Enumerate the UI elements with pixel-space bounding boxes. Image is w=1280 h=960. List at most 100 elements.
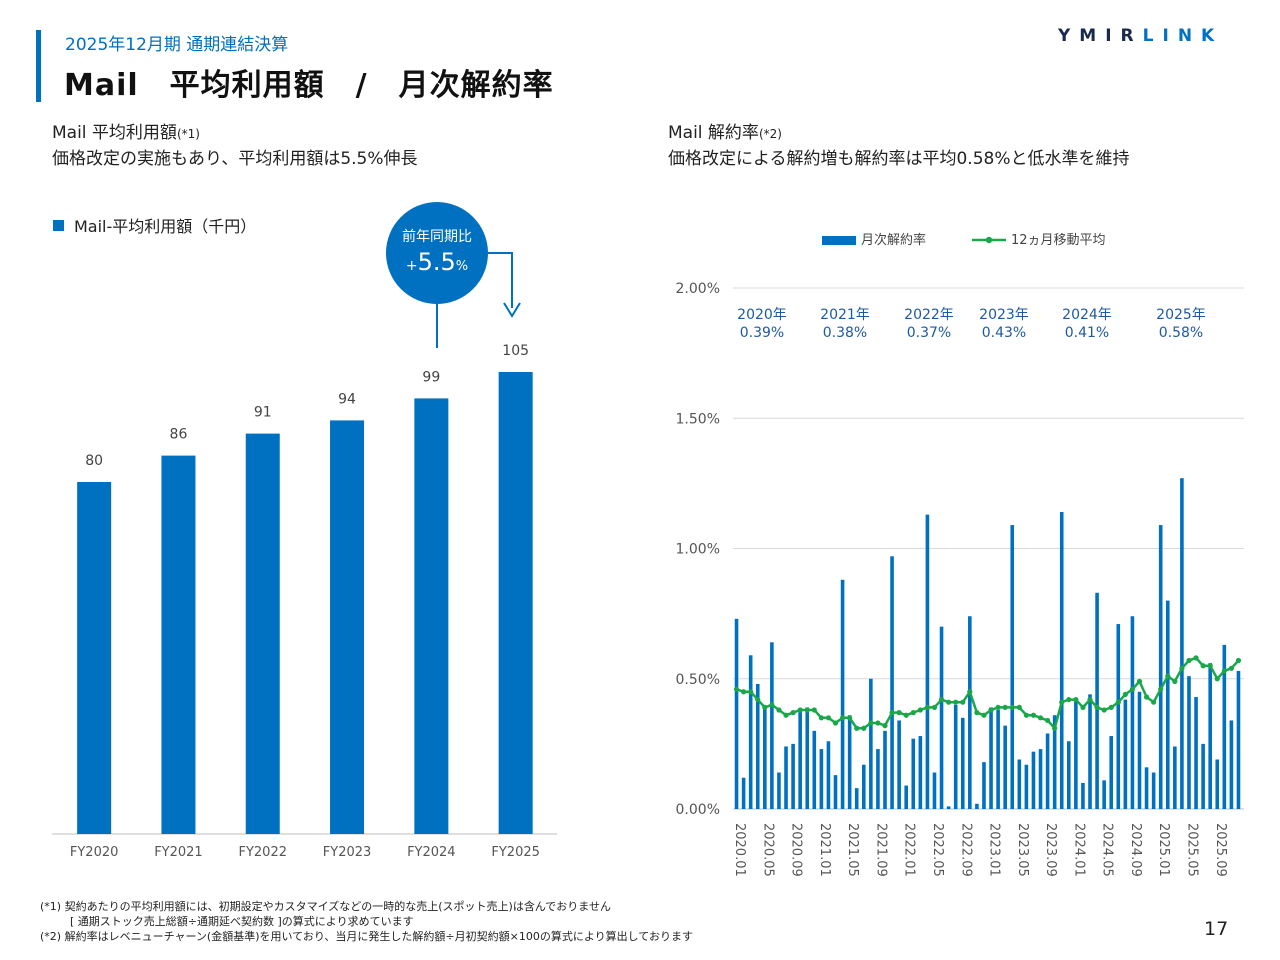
churn-moving-average-point [1016, 704, 1022, 711]
churn-moving-average-point [1052, 725, 1058, 731]
churn-monthly-bar [939, 626, 944, 809]
churn-moving-average-point [1023, 712, 1029, 718]
churn-moving-average-line [736, 656, 1240, 731]
churn-moving-average-point [924, 704, 931, 711]
churn-moving-average-point [1143, 694, 1150, 700]
annual-churn-rate: 0.58% [1159, 325, 1203, 341]
churn-moving-average-point [903, 712, 909, 718]
annual-churn-rate: 0.38% [823, 325, 867, 341]
churn-monthly-bar [1045, 733, 1050, 809]
annual-churn-rate: 0.43% [982, 325, 1026, 341]
annual-churn-year: 2023年 [979, 307, 1029, 323]
churn-monthly-bar [989, 707, 993, 809]
annual-churn-year: 2025年 [1156, 307, 1206, 323]
churn-moving-average-point [1221, 668, 1227, 674]
churn-monthly-bar [1194, 696, 1198, 809]
churn-moving-average-point [1073, 696, 1079, 703]
avg-usage-bar [161, 455, 196, 834]
churn-monthly-bar [1144, 767, 1149, 809]
left-legend-label: Mail-平均利用額（千円） [74, 217, 256, 236]
churn-monthly-bar [1215, 759, 1220, 809]
churn-monthly-bar [833, 775, 838, 809]
churn-moving-average-point [1228, 665, 1234, 671]
churn-monthly-bar [876, 749, 880, 809]
churn-monthly-bar [784, 746, 788, 809]
churn-monthly-bar [1229, 720, 1234, 809]
right-heading-note: (*2) [758, 127, 782, 141]
churn-monthly-bar [925, 514, 930, 809]
churn-moving-average-point [755, 696, 761, 703]
avg-usage-bar [77, 482, 112, 834]
churn-moving-average-point [1002, 704, 1008, 711]
churn-moving-average-point [1059, 699, 1065, 705]
churn-monthly-bar [1123, 699, 1128, 809]
churn-moving-average-point [1179, 665, 1185, 671]
churn-monthly-bar [932, 772, 937, 809]
churn-monthly-bar [819, 749, 824, 809]
churn-monthly-bar [1109, 736, 1114, 809]
left-heading-sub: 価格改定の実施もあり、平均利用額は5.5%伸長 [52, 149, 418, 169]
churn-moving-average-point [1200, 663, 1206, 669]
churn-moving-average-point [875, 720, 881, 726]
annual-churn-year: 2022年 [904, 307, 954, 323]
churn-monthly-bar [763, 707, 767, 809]
right-legend-bar-swatch [822, 236, 856, 245]
churn-moving-average-point [953, 699, 959, 705]
churn-monthly-bar [1130, 616, 1135, 809]
avg-usage-data-label: 94 [338, 391, 356, 407]
churn-monthly-bar [861, 764, 866, 809]
avg-usage-bar [498, 372, 533, 834]
churn-monthly-bar [755, 683, 760, 809]
churn-moving-average-point [967, 689, 973, 695]
avg-usage-data-label: 80 [85, 453, 103, 469]
churn-monthly-bar [1010, 525, 1015, 809]
yoy-badge-value: 5.5 [418, 248, 456, 276]
churn-moving-average-point [1101, 707, 1107, 713]
churn-moving-average-point [896, 710, 902, 716]
churn-moving-average-point [917, 707, 923, 713]
page-subtitle: 2025年12月期 通期連結決算 [65, 35, 289, 55]
churn-monthly-bar [734, 618, 739, 809]
churn-moving-average-point [748, 689, 754, 695]
churn-moving-average-point [776, 707, 782, 713]
churn-y-tick-label: 1.00% [676, 542, 720, 558]
churn-moving-average-point [762, 704, 768, 711]
annual-churn-rate: 0.41% [1065, 325, 1109, 341]
churn-monthly-bar [1088, 694, 1092, 809]
churn-monthly-bar [1173, 746, 1177, 809]
annual-churn-year: 2024年 [1062, 307, 1112, 323]
right-heading-main: Mail 解約率 [668, 123, 759, 143]
avg-usage-bar-chart: Mail-平均利用額（千円） 80 FY2020 86 FY2021 91 FY2022 9… [52, 202, 557, 860]
churn-moving-average-point [910, 710, 916, 716]
churn-y-tick-label: 1.50% [676, 411, 720, 427]
annual-churn-year: 2020年 [737, 307, 787, 323]
churn-moving-average-point [931, 704, 938, 711]
churn-monthly-bar [748, 655, 753, 809]
churn-moving-average-point [825, 715, 832, 721]
churn-monthly-bar [1038, 749, 1043, 809]
avg-usage-data-label: 105 [502, 343, 529, 359]
churn-monthly-bar [1102, 780, 1106, 809]
annual-churn-rate: 0.39% [740, 325, 784, 341]
churn-monthly-bar [996, 710, 1000, 809]
churn-monthly-bar [1137, 691, 1142, 809]
churn-x-tick-label: 2021.09 [873, 823, 888, 877]
churn-monthly-bar [791, 743, 795, 809]
churn-monthly-bar [918, 736, 923, 809]
churn-monthly-bar [975, 803, 979, 809]
churn-monthly-bar [1031, 751, 1036, 809]
churn-monthly-bar [1236, 670, 1241, 809]
churn-monthly-bar [946, 806, 951, 809]
churn-monthly-bar [1003, 725, 1007, 809]
churn-monthly-bar [953, 704, 958, 809]
churn-x-tick-label: 2024.09 [1128, 823, 1143, 877]
churn-x-tick-label: 2020.01 [732, 823, 747, 877]
churn-x-tick-label: 2022.05 [930, 823, 945, 877]
churn-monthly-bar [1095, 592, 1099, 809]
churn-monthly-bar [770, 642, 774, 809]
churn-moving-average-point [1108, 704, 1114, 711]
churn-y-tick-label: 2.00% [676, 281, 720, 297]
churn-x-tick-label: 2025.05 [1184, 823, 1199, 877]
avg-usage-x-tick-label: FY2024 [407, 845, 456, 860]
churn-monthly-bar [840, 579, 845, 809]
